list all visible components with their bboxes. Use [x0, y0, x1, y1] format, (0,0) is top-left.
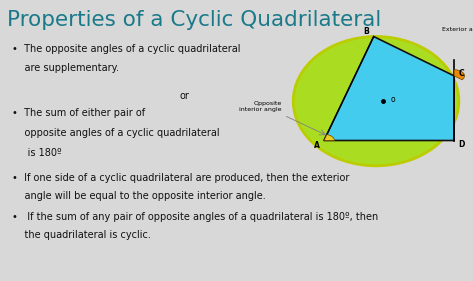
Ellipse shape — [293, 37, 459, 166]
Wedge shape — [454, 70, 464, 80]
Text: A: A — [314, 141, 320, 150]
Text: or: or — [180, 91, 190, 101]
Text: Opposite
interior angle: Opposite interior angle — [239, 101, 281, 112]
Text: angle will be equal to the opposite interior angle.: angle will be equal to the opposite inte… — [12, 191, 265, 201]
Text: the quadrilateral is cyclic.: the quadrilateral is cyclic. — [12, 230, 151, 241]
Text: •  If one side of a cyclic quadrilateral are produced, then the exterior: • If one side of a cyclic quadrilateral … — [12, 173, 349, 183]
Text: Exterior angle: Exterior angle — [442, 27, 473, 32]
Text: C: C — [458, 69, 464, 78]
Text: Properties of a Cyclic Quadrilateral: Properties of a Cyclic Quadrilateral — [7, 10, 381, 30]
Text: are supplementary.: are supplementary. — [12, 63, 119, 73]
Text: B: B — [364, 27, 369, 36]
Text: is 180º: is 180º — [12, 148, 61, 158]
Text: •   If the sum of any pair of opposite angles of a quadrilateral is 180º, then: • If the sum of any pair of opposite ang… — [12, 212, 378, 222]
Polygon shape — [324, 37, 454, 140]
Text: •  The opposite angles of a cyclic quadrilateral: • The opposite angles of a cyclic quadri… — [12, 44, 240, 54]
Wedge shape — [324, 135, 334, 140]
Text: •  The sum of either pair of: • The sum of either pair of — [12, 108, 145, 118]
Text: o: o — [390, 95, 395, 104]
Text: D: D — [458, 140, 464, 149]
Text: opposite angles of a cyclic quadrilateral: opposite angles of a cyclic quadrilatera… — [12, 128, 219, 138]
